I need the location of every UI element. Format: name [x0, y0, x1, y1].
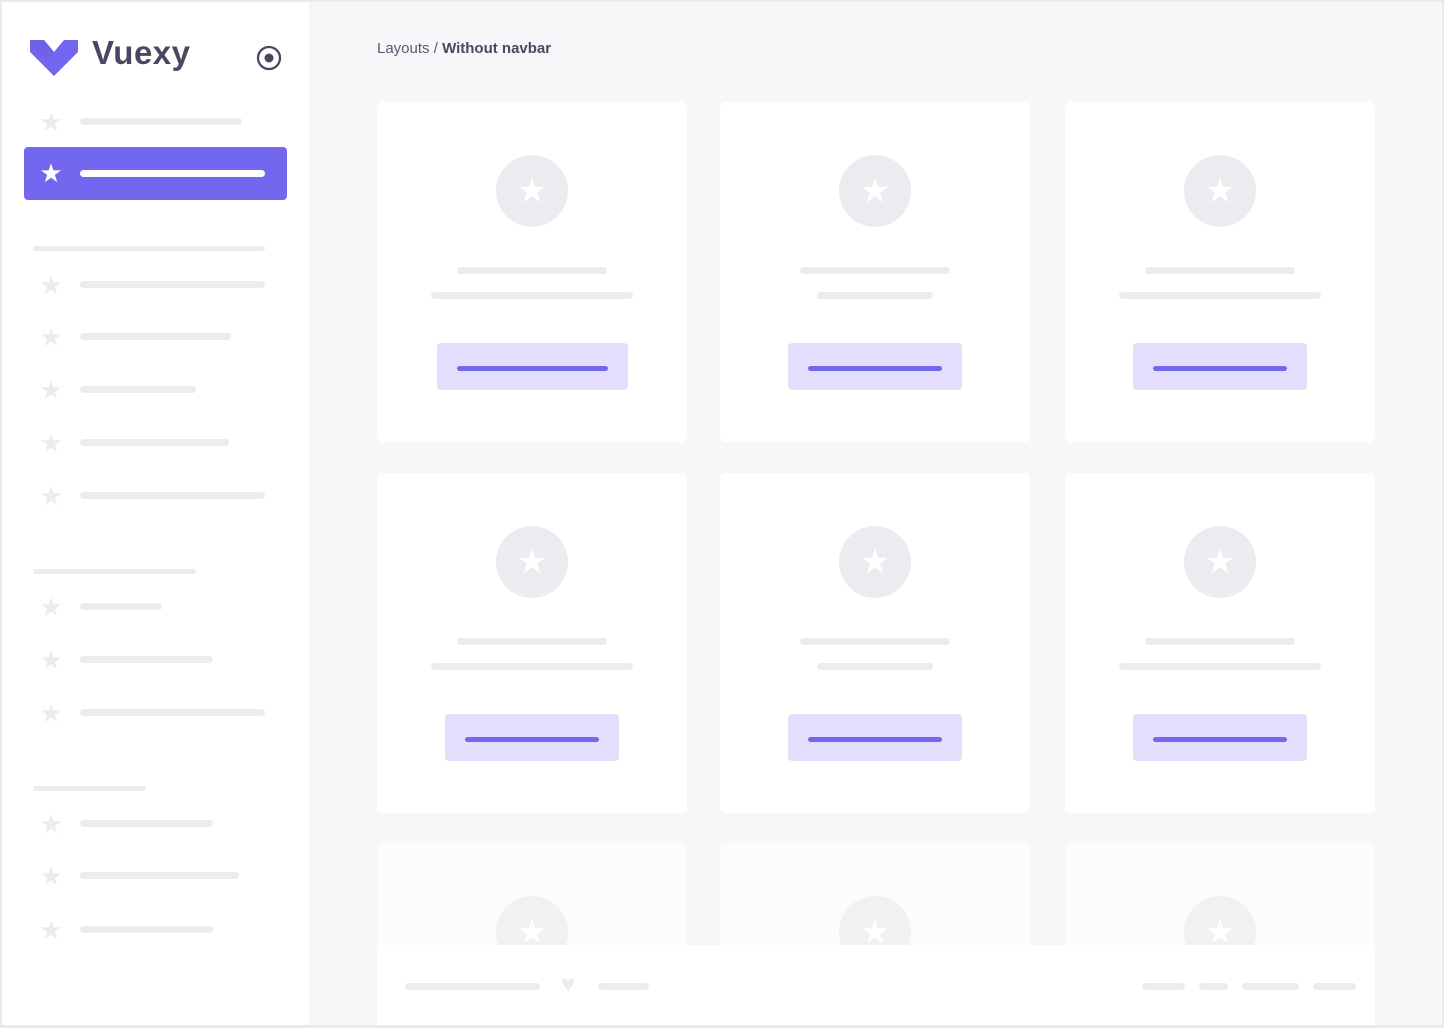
star-icon: ★: [39, 915, 63, 945]
sidebar-section-divider: [33, 786, 146, 791]
footer-text-placeholder: [405, 983, 540, 990]
card-text-placeholder: [817, 292, 933, 299]
card: ★: [377, 473, 687, 813]
heart-icon: ♥: [560, 971, 576, 998]
sidebar-item[interactable]: ★: [32, 917, 272, 943]
card-title-placeholder: [800, 267, 950, 274]
card: ★: [1065, 473, 1375, 813]
star-icon: ★: [1184, 526, 1256, 598]
star-icon: ★: [39, 698, 63, 728]
star-icon: ★: [839, 526, 911, 598]
star-icon: ★: [39, 481, 63, 511]
footer: ♥: [377, 945, 1375, 1025]
sidebar-item[interactable]: ★: [32, 377, 272, 403]
sidebar-item-label: [80, 281, 265, 288]
sidebar-item[interactable]: ★: [32, 863, 272, 889]
sidebar: Vuexy ★ ★ ★ ★ ★ ★ ★ ★ ★ ★ ★ ★ ★: [2, 2, 309, 1025]
brand-name: Vuexy: [92, 34, 191, 71]
sidebar-item[interactable]: ★: [32, 430, 272, 456]
card-button-label: [465, 737, 599, 742]
star-icon: ★: [39, 645, 63, 675]
card: ★: [377, 102, 687, 442]
sidebar-section-divider: [33, 569, 196, 574]
card-button-label: [1153, 737, 1287, 742]
footer-link[interactable]: [1242, 983, 1299, 990]
sidebar-item[interactable]: ★: [32, 272, 272, 298]
star-icon: ★: [39, 107, 63, 137]
star-icon: ★: [39, 158, 63, 188]
card-text-placeholder: [431, 663, 633, 670]
card-button[interactable]: [788, 714, 962, 761]
sidebar-item-label: [80, 118, 242, 125]
star-icon: ★: [839, 155, 911, 227]
star-icon: ★: [39, 592, 63, 622]
card-text-placeholder: [817, 663, 933, 670]
card-title-placeholder: [1145, 638, 1295, 645]
card-button[interactable]: [445, 714, 619, 761]
vuexy-logo: [30, 40, 78, 76]
star-icon: ★: [1184, 155, 1256, 227]
card-button[interactable]: [1133, 343, 1307, 390]
card-title-placeholder: [800, 638, 950, 645]
footer-link[interactable]: [1313, 983, 1356, 990]
footer-text-placeholder: [598, 983, 649, 990]
card-text-placeholder: [1119, 292, 1321, 299]
card-button-label: [808, 737, 942, 742]
card: ★: [720, 473, 1030, 813]
star-icon: ★: [39, 861, 63, 891]
radio-circle-icon[interactable]: [256, 45, 282, 71]
card-title-placeholder: [457, 638, 607, 645]
sidebar-item-label: [80, 333, 231, 340]
sidebar-item-label: [80, 439, 229, 446]
sidebar-item-label: [80, 492, 265, 499]
breadcrumb-separator: /: [429, 40, 443, 57]
star-icon: ★: [496, 526, 568, 598]
sidebar-item-label: [80, 386, 196, 393]
sidebar-item[interactable]: ★: [32, 811, 272, 837]
star-icon: ★: [39, 809, 63, 839]
sidebar-item-label: [80, 709, 265, 716]
card: ★: [720, 102, 1030, 442]
star-icon: ★: [496, 155, 568, 227]
sidebar-item-label: [80, 656, 213, 663]
card-button[interactable]: [788, 343, 962, 390]
star-icon: ★: [39, 322, 63, 352]
card-title-placeholder: [1145, 267, 1295, 274]
sidebar-item-label: [80, 872, 239, 879]
sidebar-item[interactable]: ★: [32, 483, 272, 509]
footer-link[interactable]: [1199, 983, 1228, 990]
sidebar-item-label: [80, 603, 162, 610]
sidebar-item[interactable]: ★: [32, 647, 272, 673]
sidebar-item[interactable]: ★: [32, 324, 272, 350]
card-text-placeholder: [431, 292, 633, 299]
sidebar-item-label: [80, 170, 265, 177]
star-icon: ★: [39, 270, 63, 300]
sidebar-item-label: [80, 820, 213, 827]
sidebar-section-divider: [33, 246, 265, 251]
card: ★: [1065, 102, 1375, 442]
card-button[interactable]: [436, 343, 628, 390]
breadcrumb: Layouts / Without navbar: [377, 40, 551, 57]
sidebar-item-active[interactable]: ★: [24, 147, 287, 200]
footer-link[interactable]: [1142, 983, 1185, 990]
card-button-label: [1153, 366, 1287, 371]
breadcrumb-parent[interactable]: Layouts: [377, 40, 430, 57]
card-button-label: [456, 366, 608, 371]
sidebar-item[interactable]: ★: [32, 109, 272, 135]
breadcrumb-current: Without navbar: [442, 40, 552, 57]
card-title-placeholder: [457, 267, 607, 274]
card-text-placeholder: [1119, 663, 1321, 670]
star-icon: ★: [39, 428, 63, 458]
sidebar-item[interactable]: ★: [32, 594, 272, 620]
card-button-label: [808, 366, 942, 371]
star-icon: ★: [39, 375, 63, 405]
sidebar-item-label: [80, 926, 213, 933]
sidebar-item[interactable]: ★: [32, 700, 272, 726]
card-button[interactable]: [1133, 714, 1307, 761]
